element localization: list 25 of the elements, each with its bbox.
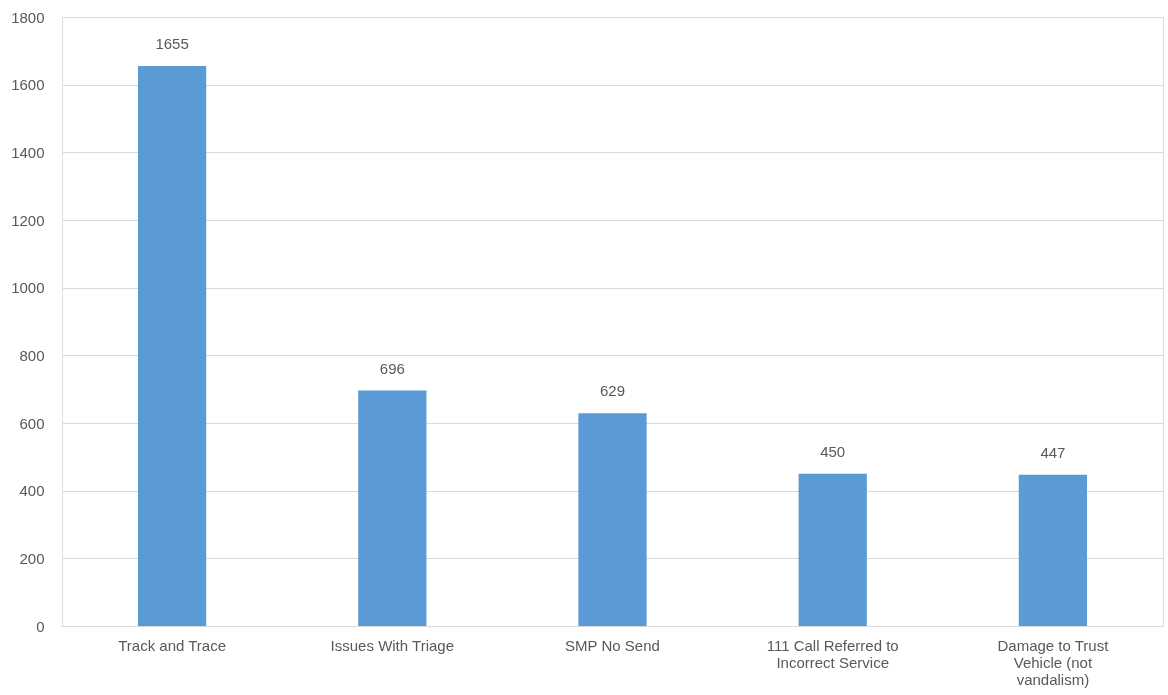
x-tick-label: Issues With Triage bbox=[330, 636, 454, 654]
bar bbox=[798, 473, 867, 626]
y-tick-label: 200 bbox=[19, 549, 45, 567]
bar bbox=[358, 390, 427, 626]
y-tick-label: 1600 bbox=[11, 76, 45, 94]
y-tick-label: 0 bbox=[36, 617, 45, 635]
y-tick-label: 400 bbox=[19, 482, 45, 500]
data-label: 629 bbox=[599, 382, 626, 400]
data-label: 447 bbox=[1040, 443, 1066, 461]
y-tick-label: 1400 bbox=[11, 143, 45, 161]
bar bbox=[137, 66, 207, 626]
data-label: 450 bbox=[820, 442, 846, 460]
x-tick-label: 111 Call Referred to Incorrect Service bbox=[766, 636, 899, 671]
x-tick-label: SMP No Send bbox=[565, 636, 660, 654]
y-tick-label: 1800 bbox=[11, 8, 45, 26]
y-tick-label: 1200 bbox=[11, 211, 45, 229]
y-tick-label: 600 bbox=[19, 414, 45, 432]
bar bbox=[578, 413, 647, 626]
data-label: 696 bbox=[379, 359, 405, 377]
x-tick-label: Damage to Trust Vehicle (not vandalism) bbox=[997, 636, 1110, 688]
data-label: 1655 bbox=[155, 35, 189, 53]
y-tick-label: 1000 bbox=[11, 279, 45, 297]
x-tick-label: Track and Trace bbox=[118, 636, 227, 654]
bar bbox=[1018, 474, 1088, 626]
y-tick-label: 800 bbox=[19, 346, 45, 364]
